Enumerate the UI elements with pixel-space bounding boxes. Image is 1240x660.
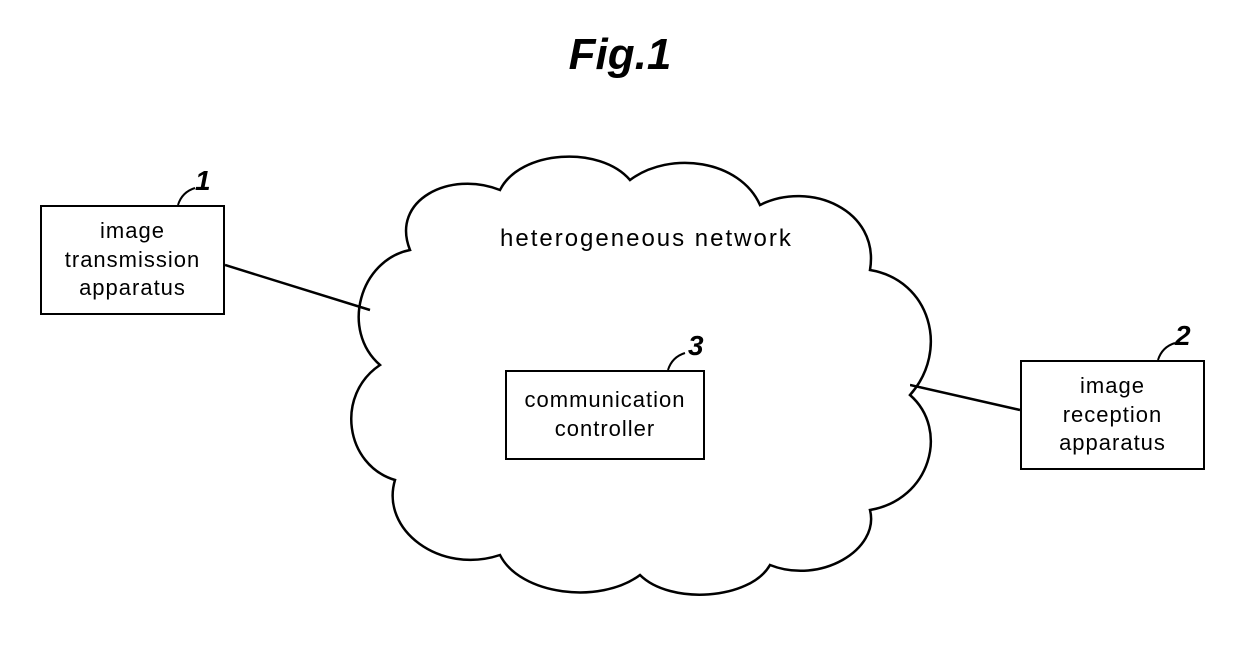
figure-title: Fig.1 [569, 30, 672, 80]
connector-left [225, 260, 375, 320]
cloud-shape [290, 130, 970, 600]
image-transmission-apparatus-box: imagetransmissionapparatus [40, 205, 225, 315]
communication-controller-box: communicationcontroller [505, 370, 705, 460]
ref-tick-1 [170, 180, 210, 210]
cloud-label: heterogeneous network [500, 225, 793, 253]
box-right-label: imagereceptionapparatus [1059, 372, 1166, 458]
box-left-label: imagetransmissionapparatus [65, 217, 200, 303]
image-reception-apparatus-box: imagereceptionapparatus [1020, 360, 1205, 470]
ref-tick-2 [1150, 335, 1190, 365]
box-center-label: communicationcontroller [525, 386, 686, 443]
connector-right [910, 380, 1025, 420]
ref-tick-3 [660, 345, 700, 375]
